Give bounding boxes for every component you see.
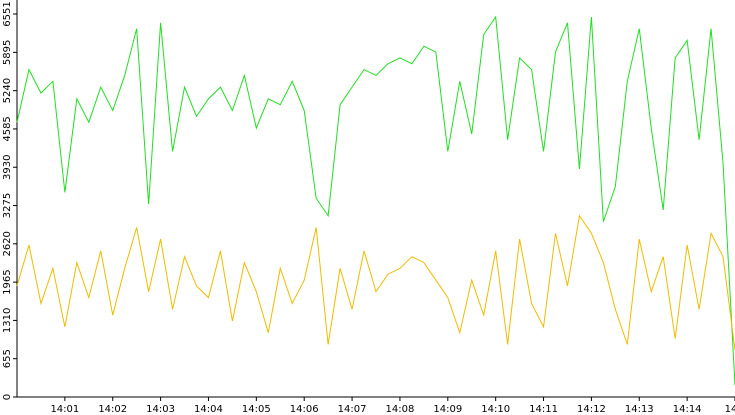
x-tick-label: 14:02 [98,404,127,415]
y-tick-label: 2620 [2,231,13,256]
x-tick-label: 14 [725,404,735,415]
x-tick-label: 14:14 [673,404,702,415]
y-tick-label: 655 [2,349,13,368]
y-tick-label: 5895 [2,40,13,65]
x-tick-label: 14:05 [242,404,271,415]
y-tick-label: 3930 [2,155,13,180]
x-tick-label: 14:08 [386,404,415,415]
x-tick-label: 14:06 [290,404,319,415]
x-tick-label: 14:07 [338,404,367,415]
y-tick-label: 4585 [2,116,13,141]
x-tick-label: 14:10 [481,404,510,415]
y-tick-label: 0 [2,394,13,400]
y-tick-label: 1310 [2,308,13,333]
x-tick-label: 14:11 [529,404,558,415]
y-tick-label: 5240 [2,78,13,103]
x-tick-label: 14:12 [577,404,606,415]
x-tick-label: 14:03 [146,404,175,415]
y-tick-label: 1965 [2,269,13,294]
x-tick-label: 14:09 [433,404,462,415]
series-line [16,214,735,351]
x-tick-label: 14:01 [50,404,79,415]
y-tick-label: 6551 [2,1,13,26]
x-tick-label: 14:13 [625,404,654,415]
y-tick-label: 3275 [2,193,13,218]
x-tick-label: 14:04 [194,404,223,415]
series-line [16,15,735,386]
